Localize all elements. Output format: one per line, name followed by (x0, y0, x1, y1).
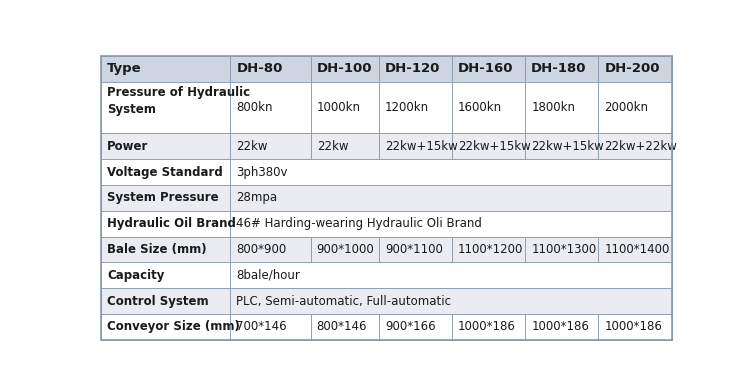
Bar (452, 82, 526, 134)
Text: Hydraulic Oil Brand: Hydraulic Oil Brand (107, 217, 236, 230)
Bar (379, 56, 452, 82)
Text: Conveyor Size (mm): Conveyor Size (mm) (107, 320, 240, 334)
Bar (599, 133, 672, 159)
Text: 800*900: 800*900 (236, 243, 287, 256)
Text: 2000kn: 2000kn (604, 101, 648, 114)
Text: DH-120: DH-120 (385, 62, 440, 76)
Text: Type: Type (107, 62, 142, 76)
Text: Bale Size (mm): Bale Size (mm) (107, 243, 207, 256)
Text: 1100*1200: 1100*1200 (458, 243, 523, 256)
Text: Voltage Standard: Voltage Standard (107, 166, 223, 179)
Bar (311, 314, 379, 340)
Text: 28mpa: 28mpa (236, 191, 277, 205)
Bar (526, 237, 599, 263)
Bar (379, 82, 452, 134)
Bar (231, 237, 311, 263)
Bar (599, 237, 672, 263)
Text: 22kw+15kw: 22kw+15kw (532, 140, 604, 153)
Bar (452, 133, 526, 159)
Bar (526, 82, 599, 134)
Bar (526, 314, 599, 340)
Text: 1000*186: 1000*186 (604, 320, 662, 334)
Bar (599, 82, 672, 134)
Bar (101, 133, 231, 159)
Text: 22kw+15kw: 22kw+15kw (458, 140, 531, 153)
Text: 22kw: 22kw (236, 140, 268, 153)
Bar (379, 237, 452, 263)
Text: 800kn: 800kn (236, 101, 273, 114)
Text: 46# Harding-wearing Hydraulic Oli Brand: 46# Harding-wearing Hydraulic Oli Brand (236, 217, 482, 230)
Text: 1000*186: 1000*186 (458, 320, 516, 334)
Bar (101, 314, 231, 340)
Bar (379, 314, 452, 340)
Text: 900*1100: 900*1100 (385, 243, 443, 256)
Text: 900*1000: 900*1000 (317, 243, 375, 256)
Bar (231, 56, 311, 82)
Bar (231, 314, 311, 340)
Text: Control System: Control System (107, 295, 209, 308)
Text: Capacity: Capacity (107, 269, 164, 282)
Bar (231, 185, 672, 211)
Bar (526, 56, 599, 82)
Text: DH-180: DH-180 (532, 62, 587, 76)
Text: DH-200: DH-200 (604, 62, 660, 76)
Bar (452, 237, 526, 263)
Bar (231, 211, 672, 237)
Bar (231, 133, 311, 159)
Bar (231, 159, 672, 185)
Bar (101, 159, 231, 185)
Bar (231, 263, 672, 288)
Text: Pressure of Hydraulic
System: Pressure of Hydraulic System (107, 85, 250, 116)
Bar (231, 82, 311, 134)
Bar (599, 56, 672, 82)
Text: 800*146: 800*146 (317, 320, 367, 334)
Text: 1800kn: 1800kn (532, 101, 575, 114)
Bar (231, 288, 672, 314)
Text: 700*146: 700*146 (236, 320, 287, 334)
Bar (101, 263, 231, 288)
Text: DH-80: DH-80 (236, 62, 283, 76)
Text: 8bale/hour: 8bale/hour (236, 269, 300, 282)
Bar (311, 56, 379, 82)
Text: System Pressure: System Pressure (107, 191, 219, 205)
Text: DH-100: DH-100 (317, 62, 372, 76)
Bar (101, 237, 231, 263)
Text: 3ph380v: 3ph380v (236, 166, 288, 179)
Text: 1100*1400: 1100*1400 (604, 243, 670, 256)
Text: 22kw+15kw: 22kw+15kw (385, 140, 458, 153)
Bar (379, 133, 452, 159)
Text: 900*166: 900*166 (385, 320, 436, 334)
Bar (311, 237, 379, 263)
Bar (101, 82, 231, 134)
Text: 1000*186: 1000*186 (532, 320, 589, 334)
Bar (101, 211, 231, 237)
Text: 22kw: 22kw (317, 140, 348, 153)
Bar (101, 56, 231, 82)
Bar (599, 314, 672, 340)
Text: 1600kn: 1600kn (458, 101, 502, 114)
Bar (452, 56, 526, 82)
Bar (311, 82, 379, 134)
Text: PLC, Semi-automatic, Full-automatic: PLC, Semi-automatic, Full-automatic (236, 295, 452, 308)
Text: DH-160: DH-160 (458, 62, 513, 76)
Text: Power: Power (107, 140, 149, 153)
Bar (101, 288, 231, 314)
Bar (452, 314, 526, 340)
Bar (526, 133, 599, 159)
Text: 1000kn: 1000kn (317, 101, 360, 114)
Bar (101, 185, 231, 211)
Text: 1200kn: 1200kn (385, 101, 429, 114)
Text: 22kw+22kw: 22kw+22kw (604, 140, 677, 153)
Bar (311, 133, 379, 159)
Text: 1100*1300: 1100*1300 (532, 243, 596, 256)
